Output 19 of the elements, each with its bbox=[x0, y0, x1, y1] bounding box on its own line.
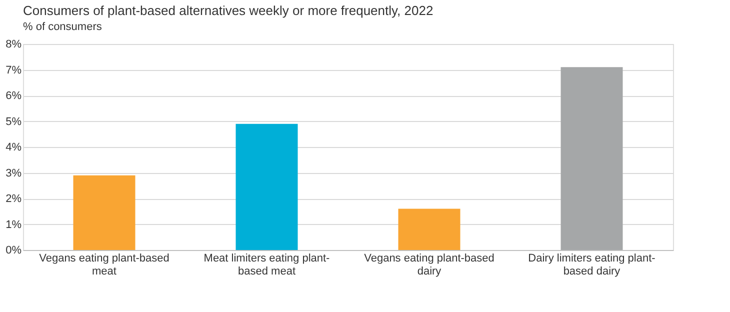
y-tick-label: 4% bbox=[6, 142, 22, 154]
x-tick-label: Vegans eating plant-based meat bbox=[39, 252, 170, 278]
y-tick-label: 6% bbox=[6, 90, 22, 102]
bar bbox=[236, 124, 298, 250]
y-tick-label: 0% bbox=[6, 244, 22, 256]
x-tick-label: Dairy limiters eating plant-based dairy bbox=[528, 252, 656, 278]
y-tick-label: 8% bbox=[6, 38, 22, 50]
y-tick-label: 3% bbox=[6, 167, 22, 180]
x-tick-label: Meat limiters eating plant-based meat bbox=[204, 252, 330, 278]
x-tick-label: Vegans eating plant-based dairy bbox=[364, 252, 494, 278]
bar bbox=[560, 67, 623, 250]
y-tick-label: 5% bbox=[6, 116, 22, 128]
y-axis-title: % of consumers bbox=[23, 21, 102, 33]
y-tick-label: 2% bbox=[6, 193, 22, 205]
chart-title: Consumers of plant-based alternatives weekly or more frequently, 2022 bbox=[23, 3, 434, 18]
bar bbox=[398, 208, 460, 250]
y-tick-label: 7% bbox=[6, 64, 22, 76]
bar bbox=[73, 175, 136, 250]
y-tick-label: 1% bbox=[6, 218, 22, 231]
